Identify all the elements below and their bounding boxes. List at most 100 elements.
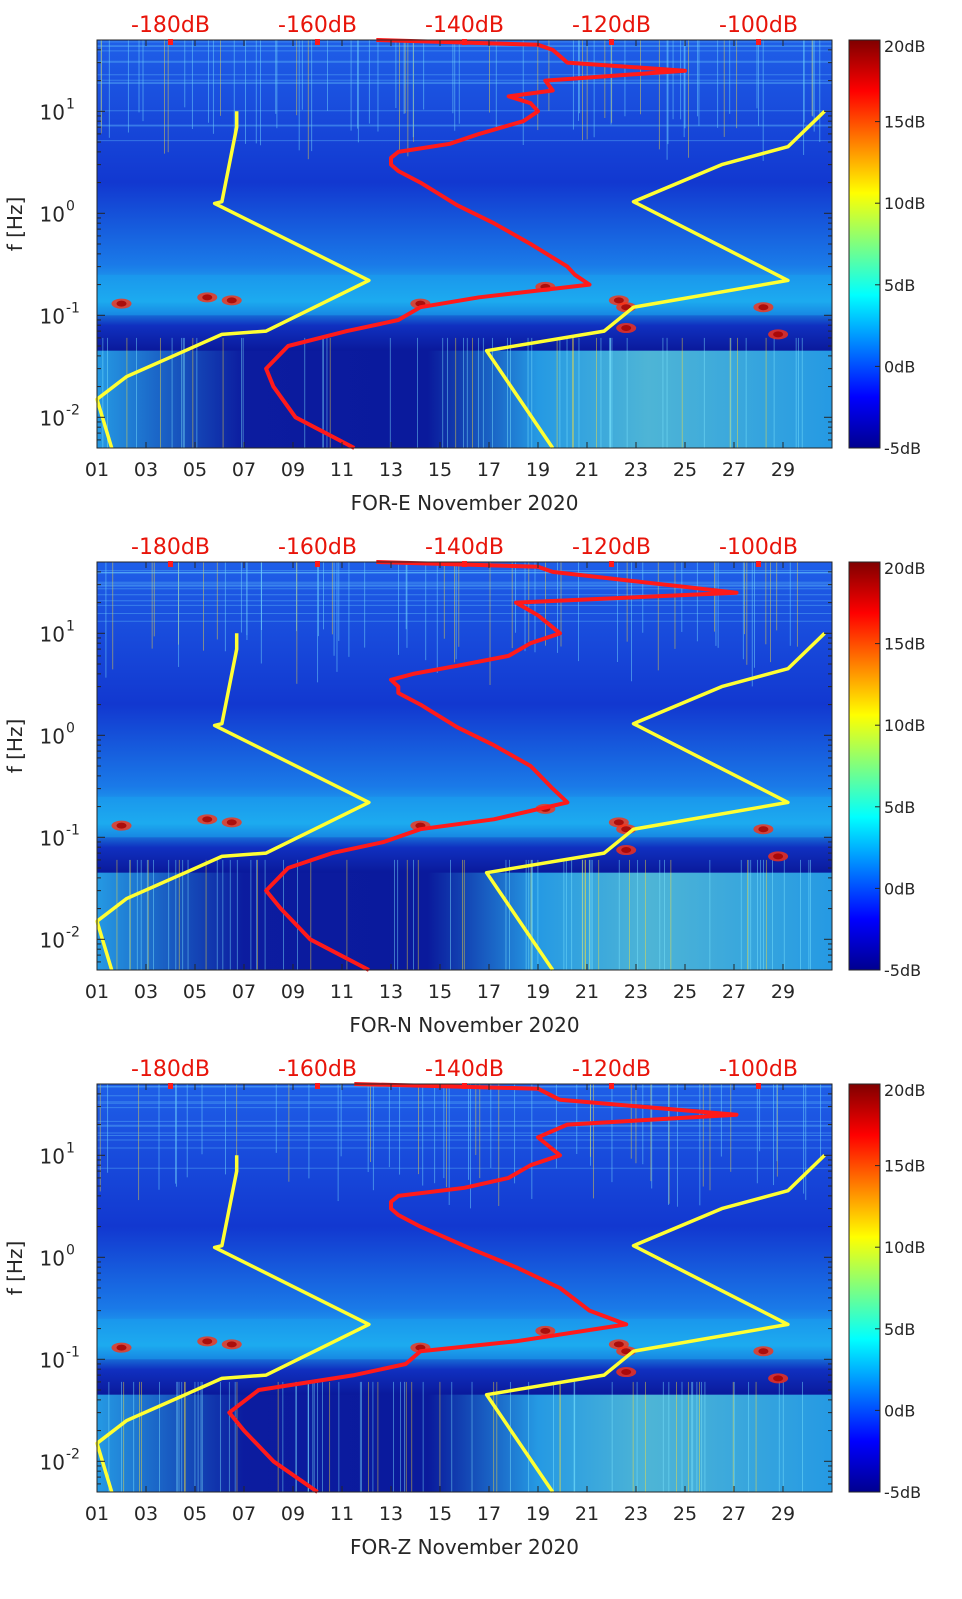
x-tick-label: 25 [673,981,697,1003]
x-tick-label: 29 [771,459,795,481]
top-tick-marker [315,1083,320,1089]
y-tick-exponent: 0 [66,198,75,214]
y-tick-exponent: 1 [66,1140,75,1156]
high-noise-model-line [484,1154,826,1493]
y-tick-label: 10 [40,826,65,850]
spectrogram-hotspot-core [116,1344,127,1351]
spectrogram-low-band [97,350,832,448]
top-tick-marker [609,561,614,567]
x-axis-label: FOR-E November 2020 [351,491,579,515]
colorbar-tick-label: 5dB [884,1320,915,1339]
top-tick-marker [462,1083,467,1089]
top-db-label: -160dB [278,1057,357,1082]
colorbar-tick-label: 0dB [884,357,915,376]
median-PSD-line [264,560,739,972]
colorbar-frame [848,39,881,449]
top-db-label: -120dB [572,1057,651,1082]
y-tick-exponent: -2 [66,402,80,418]
x-tick-label: 19 [526,459,550,481]
high-noise-model-line [484,110,826,449]
y-tick-label: 10 [40,1144,65,1168]
x-tick-label: 17 [477,459,501,481]
y-tick-label: 10 [40,1348,65,1372]
top-tick-marker [756,1083,761,1089]
colorbar-tick-label: 10dB [884,1238,926,1257]
spectrogram-hotspot-core [613,1341,624,1348]
top-tick-marker [168,1083,173,1089]
spectrogram-hotspot-core [116,300,127,307]
y-tick-label: 10 [40,724,65,748]
top-db-label: -160dB [278,13,357,38]
x-tick-label: 23 [624,981,648,1003]
x-tick-label: 13 [379,981,403,1003]
y-tick-exponent: 1 [66,96,75,112]
spectrogram-hotspot-core [773,331,784,338]
colorbar-frame [848,561,881,971]
x-tick-label: 15 [428,981,452,1003]
spectrogram-hotspot-core [773,1375,784,1382]
x-tick-label: 11 [330,981,354,1003]
top-tick-marker [315,561,320,567]
x-tick-label: 29 [771,1503,795,1525]
colorbar-tick-label: 5dB [884,798,915,817]
y-axis-label: f [Hz] [3,1241,27,1296]
colorbar-tick-label: 20dB [884,1081,926,1100]
y-tick-exponent: -2 [66,924,80,940]
low-noise-model-line [95,633,371,971]
x-tick-label: 01 [85,459,109,481]
x-tick-label: 25 [673,459,697,481]
y-tick-exponent: -1 [66,822,80,838]
x-tick-label: 15 [428,1503,452,1525]
colorbar-tick-label: -5dB [884,1483,921,1502]
colorbar-tick-label: 15dB [884,1157,926,1176]
spectrogram-low-band [97,1394,832,1492]
x-tick-label: 01 [85,1503,109,1525]
spectrogram-hotspot-core [758,1348,769,1355]
top-db-label: -140dB [425,13,504,38]
y-tick-exponent: -1 [66,300,80,316]
top-db-label: -100dB [719,535,798,560]
x-tick-label: 27 [722,1503,746,1525]
colorbar-tick-label: 5dB [884,276,915,295]
colorbar-frame [848,1083,881,1493]
x-tick-label: 13 [379,459,403,481]
colorbar-tick-label: 20dB [884,559,926,578]
x-tick-label: 05 [183,459,207,481]
x-tick-label: 13 [379,1503,403,1525]
spectrogram-hotspot-core [621,325,632,332]
x-tick-label: 17 [477,1503,501,1525]
y-tick-label: 10 [40,622,65,646]
x-tick-label: 21 [575,1503,599,1525]
x-tick-label: 17 [477,981,501,1003]
low-noise-model-line [95,1155,371,1493]
spectrogram-hotspot-core [116,822,127,829]
high-noise-model-line [484,632,826,971]
x-tick-label: 09 [281,459,305,481]
top-tick-marker [609,39,614,45]
spectrogram-hotspot-core [758,304,769,311]
top-tick-marker [168,561,173,567]
x-tick-label: 29 [771,981,795,1003]
x-tick-label: 11 [330,1503,354,1525]
colorbar-tick-label: -5dB [884,961,921,980]
top-db-label: -180dB [131,535,210,560]
spectrogram-hotspot-core [773,853,784,860]
y-tick-label: 10 [40,1246,65,1270]
spectrogram-hotspot-core [613,819,624,826]
spectrogram-hotspot-core [202,1338,213,1345]
x-tick-label: 01 [85,981,109,1003]
colorbar-tick-label: -5dB [884,439,921,458]
y-tick-label: 10 [40,1450,65,1474]
spectrogram-hotspot-core [621,826,632,833]
x-tick-label: 21 [575,981,599,1003]
top-tick-marker [756,39,761,45]
y-tick-label: 10 [40,928,65,952]
x-tick-label: 07 [232,459,256,481]
top-db-label: -120dB [572,535,651,560]
x-tick-label: 03 [134,1503,158,1525]
colorbar-tick-label: 0dB [884,879,915,898]
